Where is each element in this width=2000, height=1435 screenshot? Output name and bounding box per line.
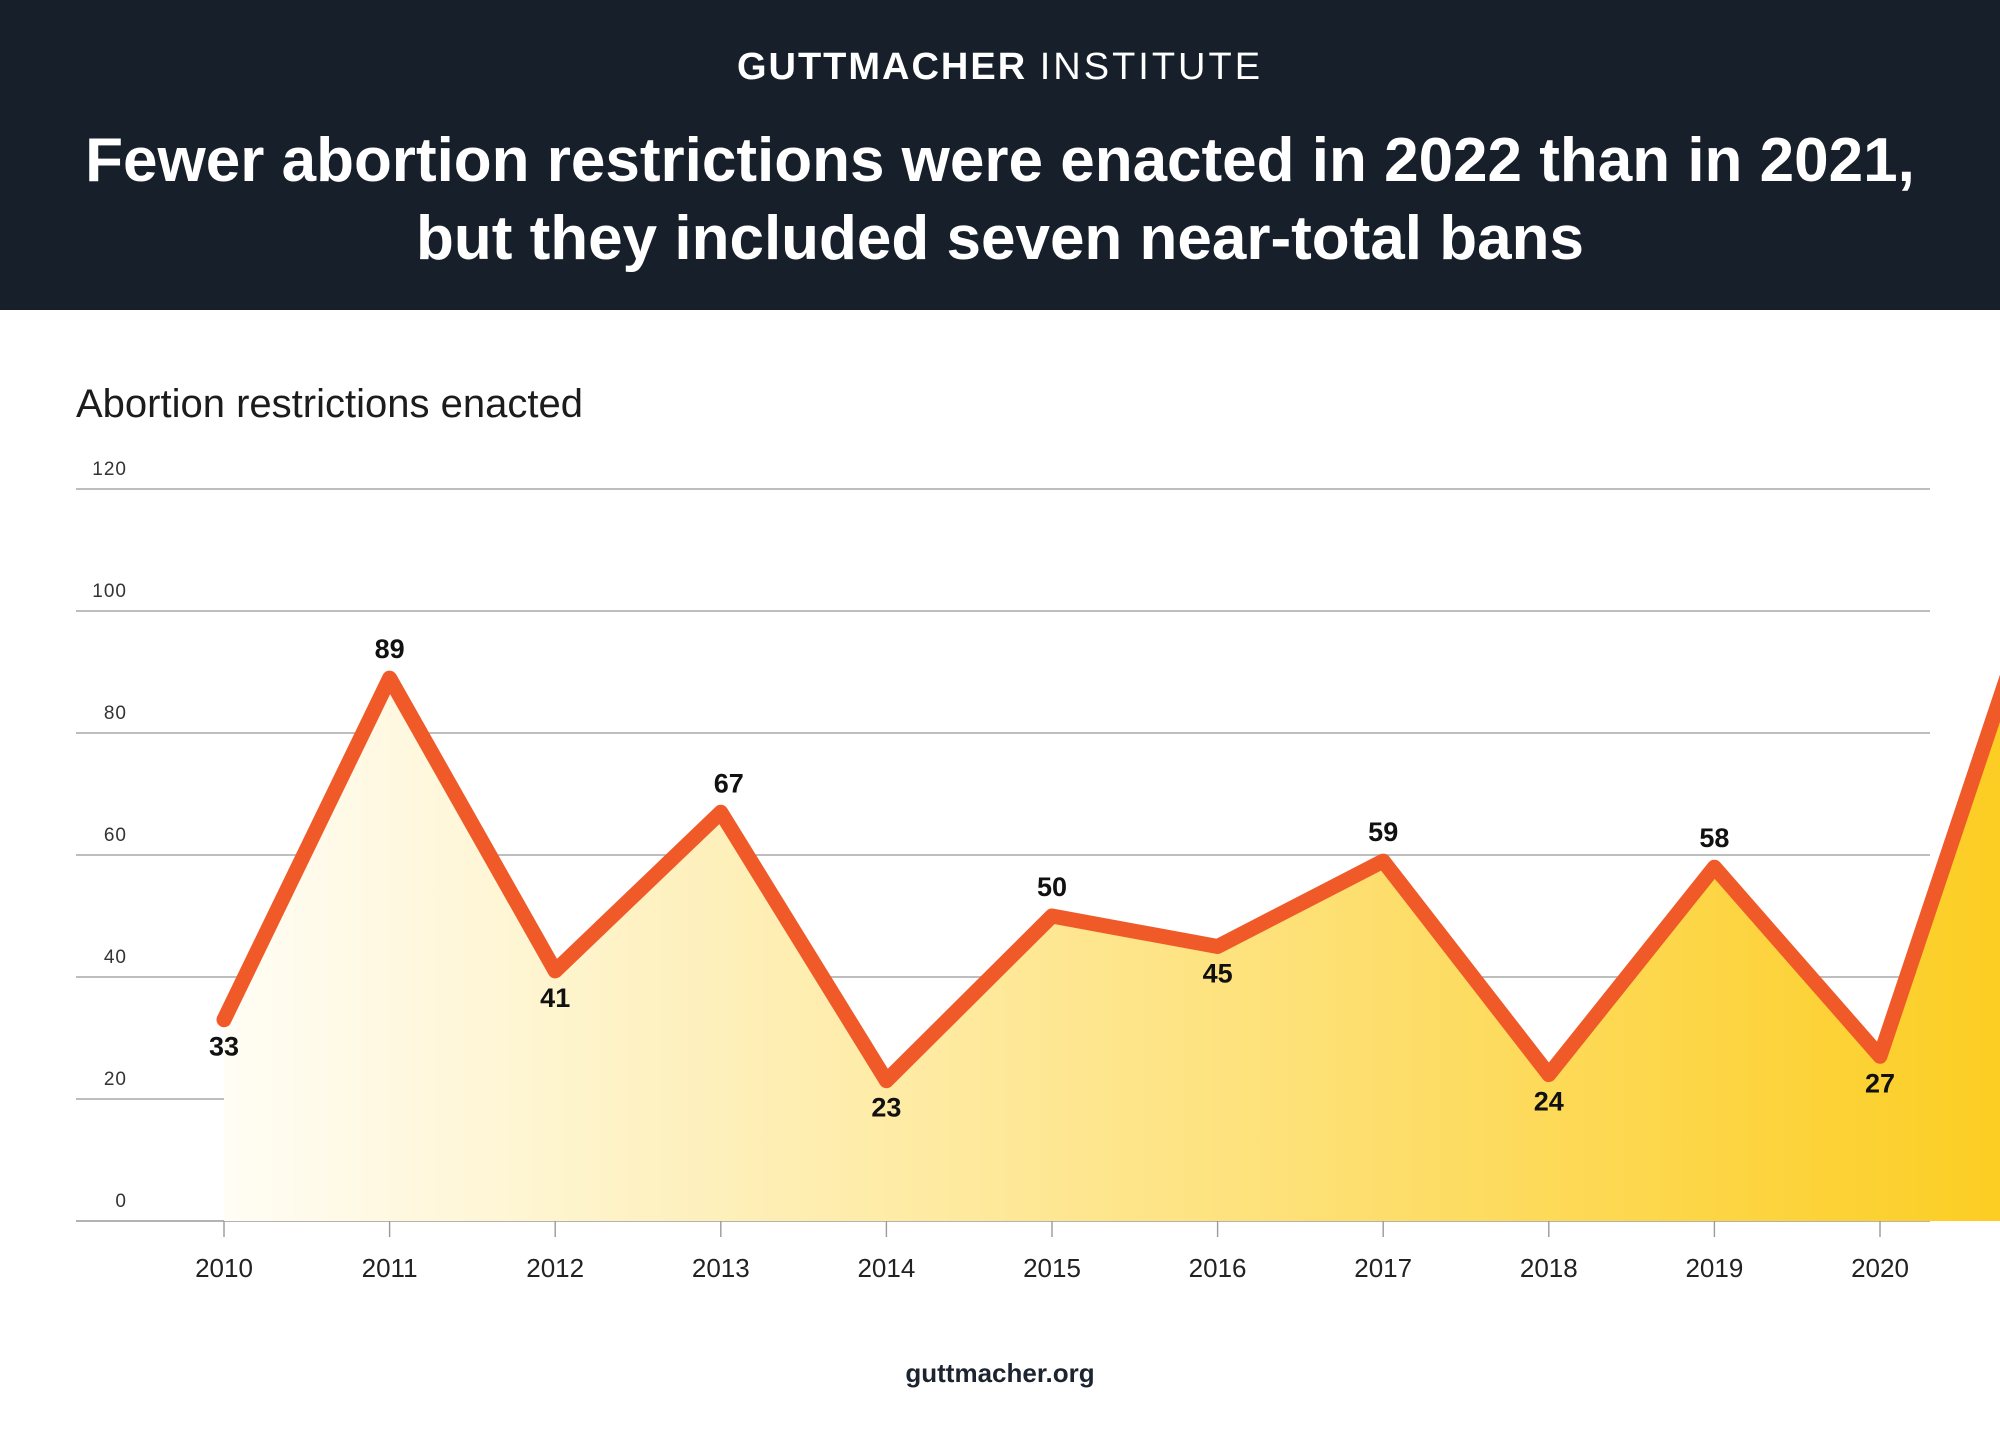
y-tick-label: 40: [104, 947, 127, 968]
data-label: 45: [1203, 959, 1233, 989]
x-tick-label: 2011: [362, 1253, 418, 1283]
y-tick-label: 100: [92, 581, 127, 602]
y-tick-label: 120: [92, 459, 127, 480]
y-tick-label: 20: [104, 1069, 127, 1090]
data-label: 23: [871, 1093, 901, 1123]
data-label: 27: [1865, 1068, 1895, 1098]
data-label: 58: [1699, 823, 1729, 853]
data-label: 33: [209, 1032, 239, 1062]
data-label: 24: [1534, 1087, 1564, 1117]
data-label: 41: [540, 983, 570, 1013]
line-chart: 338941672350455924582710850 020406080100…: [76, 459, 2000, 1283]
x-tick-label: 2013: [692, 1253, 750, 1283]
series-line: [216, 670, 2000, 1089]
headline-line-2: but they included seven near-total bans: [416, 204, 1584, 273]
x-tick-label: 2018: [1520, 1253, 1578, 1283]
brand-name-light: INSTITUTE: [1039, 46, 1264, 88]
header-banner: GUTTMACHER INSTITUTE Fewer abortion rest…: [0, 0, 2000, 310]
x-tick-label: 2012: [526, 1253, 584, 1283]
y-tick-label: 0: [115, 1191, 127, 1212]
x-tick-label: 2010: [195, 1253, 253, 1283]
data-label: 59: [1368, 817, 1398, 847]
x-tick-label: 2016: [1189, 1253, 1247, 1283]
x-tick-label: 2019: [1685, 1253, 1743, 1283]
headline-line-1: Fewer abortion restrictions were enacted…: [85, 126, 1915, 195]
data-label: 67: [714, 768, 744, 798]
area-fill: [224, 678, 2000, 1221]
x-tick-label: 2015: [1023, 1253, 1081, 1283]
x-tick-label: 2014: [857, 1253, 915, 1283]
x-tick-label: 2020: [1851, 1253, 1909, 1283]
y-tick-label: 60: [104, 825, 127, 846]
data-label: 50: [1037, 872, 1067, 902]
y-tick-label: 80: [104, 703, 127, 724]
headline: Fewer abortion restrictions were enacted…: [60, 122, 1940, 278]
chart-title: Abortion restrictions enacted: [76, 382, 583, 426]
brand-name-bold: GUTTMACHER: [736, 46, 1028, 88]
brand-logo: GUTTMACHER INSTITUTE: [0, 40, 2000, 94]
x-tick-label: 2017: [1354, 1253, 1412, 1283]
footer-url: guttmacher.org: [905, 1358, 1095, 1388]
data-label: 89: [375, 634, 405, 664]
